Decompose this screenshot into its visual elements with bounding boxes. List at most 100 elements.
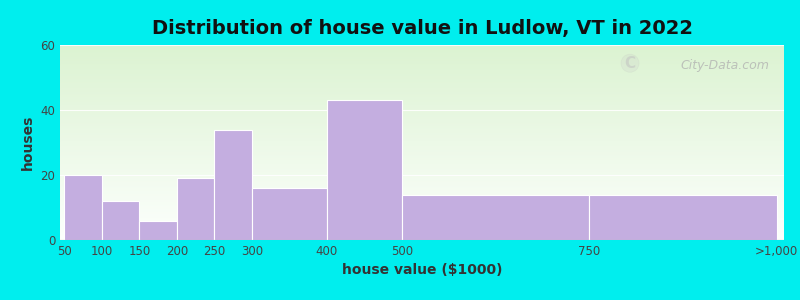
Bar — [60, 154, 784, 155]
Bar — [60, 207, 784, 208]
Bar — [60, 184, 784, 185]
Bar — [60, 182, 784, 183]
Bar — [60, 230, 784, 231]
Bar — [60, 200, 784, 201]
Bar — [60, 140, 784, 142]
Bar — [60, 64, 784, 65]
Bar — [60, 115, 784, 116]
Bar — [60, 155, 784, 156]
Bar — [102, 201, 139, 240]
Bar — [60, 206, 784, 207]
Bar — [177, 178, 214, 240]
Bar — [60, 57, 784, 58]
Bar — [60, 214, 784, 215]
Bar — [60, 167, 784, 168]
Bar — [60, 148, 784, 149]
Bar — [60, 164, 784, 165]
Bar — [60, 118, 784, 119]
Bar — [252, 188, 327, 240]
Bar — [60, 58, 784, 60]
Bar — [60, 197, 784, 198]
Bar — [60, 53, 784, 54]
Y-axis label: houses: houses — [21, 115, 34, 170]
Bar — [60, 89, 784, 90]
Bar — [60, 160, 784, 161]
Bar — [60, 129, 784, 130]
Bar — [60, 150, 784, 151]
Bar — [60, 193, 784, 194]
Bar — [60, 94, 784, 95]
Bar — [60, 204, 784, 205]
Bar — [60, 86, 784, 87]
Bar — [60, 156, 784, 157]
Bar — [60, 100, 784, 101]
Bar — [60, 100, 784, 101]
Bar — [60, 157, 784, 158]
Bar — [60, 238, 784, 239]
Bar — [60, 170, 784, 171]
Bar — [60, 173, 784, 174]
Bar — [60, 114, 784, 115]
Bar — [60, 54, 784, 55]
Bar — [60, 239, 784, 240]
Bar — [60, 70, 784, 71]
Bar — [60, 168, 784, 169]
Bar — [60, 205, 784, 206]
Bar — [60, 123, 784, 124]
Bar — [214, 130, 252, 240]
Bar — [60, 131, 784, 132]
Bar — [60, 211, 784, 212]
Bar — [60, 186, 784, 187]
Bar — [60, 77, 784, 78]
Bar — [60, 83, 784, 84]
Bar — [60, 101, 784, 103]
Bar — [60, 236, 784, 237]
Bar — [60, 209, 784, 210]
Bar — [60, 55, 784, 56]
Bar — [60, 85, 784, 86]
Bar — [60, 234, 784, 235]
Bar — [60, 69, 784, 70]
Bar — [60, 225, 784, 226]
Bar — [60, 203, 784, 204]
Bar — [60, 124, 784, 125]
X-axis label: house value ($1000): house value ($1000) — [342, 263, 502, 278]
Bar — [60, 149, 784, 150]
Bar — [60, 98, 784, 99]
Bar — [60, 50, 784, 51]
Bar — [60, 233, 784, 234]
Bar — [60, 47, 784, 48]
Bar — [60, 163, 784, 164]
Bar — [60, 49, 784, 50]
Bar — [60, 112, 784, 113]
Bar — [60, 52, 784, 53]
Bar — [60, 198, 784, 199]
Bar — [60, 128, 784, 129]
Bar — [60, 127, 784, 128]
Bar — [60, 84, 784, 85]
Bar — [60, 74, 784, 75]
Bar — [60, 99, 784, 100]
Text: C: C — [625, 56, 635, 71]
Bar — [60, 231, 784, 232]
Bar — [60, 110, 784, 111]
Bar — [60, 143, 784, 144]
Bar — [60, 96, 784, 97]
Bar — [139, 220, 177, 240]
Bar — [60, 181, 784, 182]
Bar — [65, 175, 102, 240]
Bar — [60, 237, 784, 238]
Bar — [60, 228, 784, 229]
Bar — [60, 103, 784, 104]
Bar — [60, 130, 784, 131]
Bar — [60, 120, 784, 121]
Bar — [60, 75, 784, 76]
Bar — [60, 122, 784, 123]
Bar — [60, 162, 784, 163]
Bar — [60, 134, 784, 135]
Bar — [60, 192, 784, 193]
Bar — [60, 91, 784, 92]
Bar — [60, 136, 784, 137]
Bar — [60, 104, 784, 105]
Bar — [60, 108, 784, 109]
